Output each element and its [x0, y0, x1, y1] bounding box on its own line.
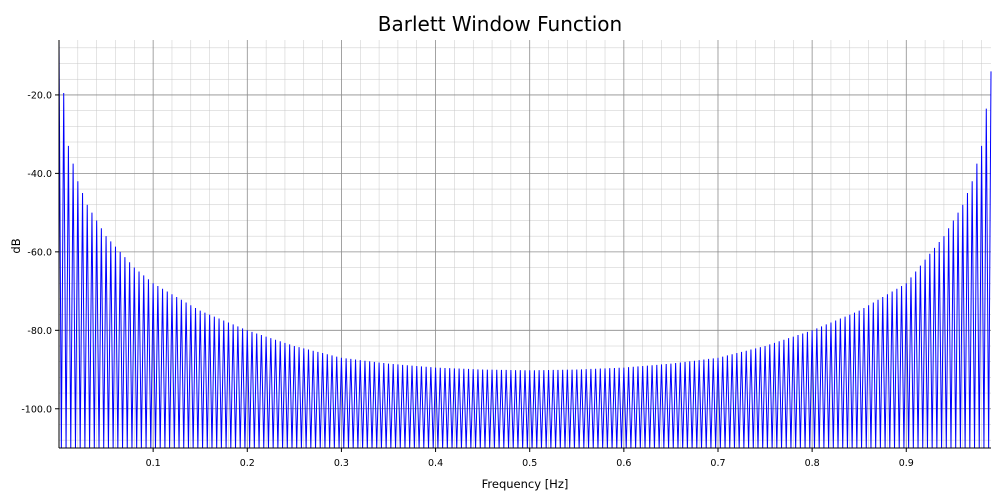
x-axis-label: Frequency [Hz] [482, 477, 569, 491]
chart-title: Barlett Window Function [378, 12, 622, 36]
y-tick-label: -60.0 [27, 247, 52, 258]
y-tick-label: -40.0 [27, 169, 52, 180]
x-tick-label: 0.2 [240, 458, 255, 469]
y-axis-label: dB [9, 238, 23, 253]
axes [58, 40, 991, 449]
x-tick-label: 0.7 [710, 458, 725, 469]
x-tick-label: 0.5 [522, 458, 537, 469]
x-ticks: 0.1 0.2 0.3 0.4 0.5 0.6 0.7 0.8 0.9 [146, 448, 914, 469]
y-ticks: -100.0 -80.0 -60.0 -40.0 -20.0 [21, 90, 59, 415]
y-tick-label: -80.0 [27, 326, 52, 337]
y-tick-label: -100.0 [21, 404, 52, 415]
series-group [58, 39, 992, 449]
x-tick-label: 0.9 [899, 458, 914, 469]
y-tick-label: -20.0 [27, 90, 52, 101]
x-tick-label: 0.3 [334, 458, 349, 469]
x-tick-label: 0.1 [146, 458, 161, 469]
x-tick-label: 0.4 [428, 458, 443, 469]
x-tick-label: 0.8 [805, 458, 820, 469]
series-line [58, 39, 992, 449]
x-tick-label: 0.6 [616, 458, 631, 469]
